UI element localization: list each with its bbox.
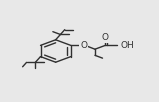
Text: O: O xyxy=(101,33,108,42)
Text: OH: OH xyxy=(121,41,135,50)
Text: O: O xyxy=(80,41,87,50)
